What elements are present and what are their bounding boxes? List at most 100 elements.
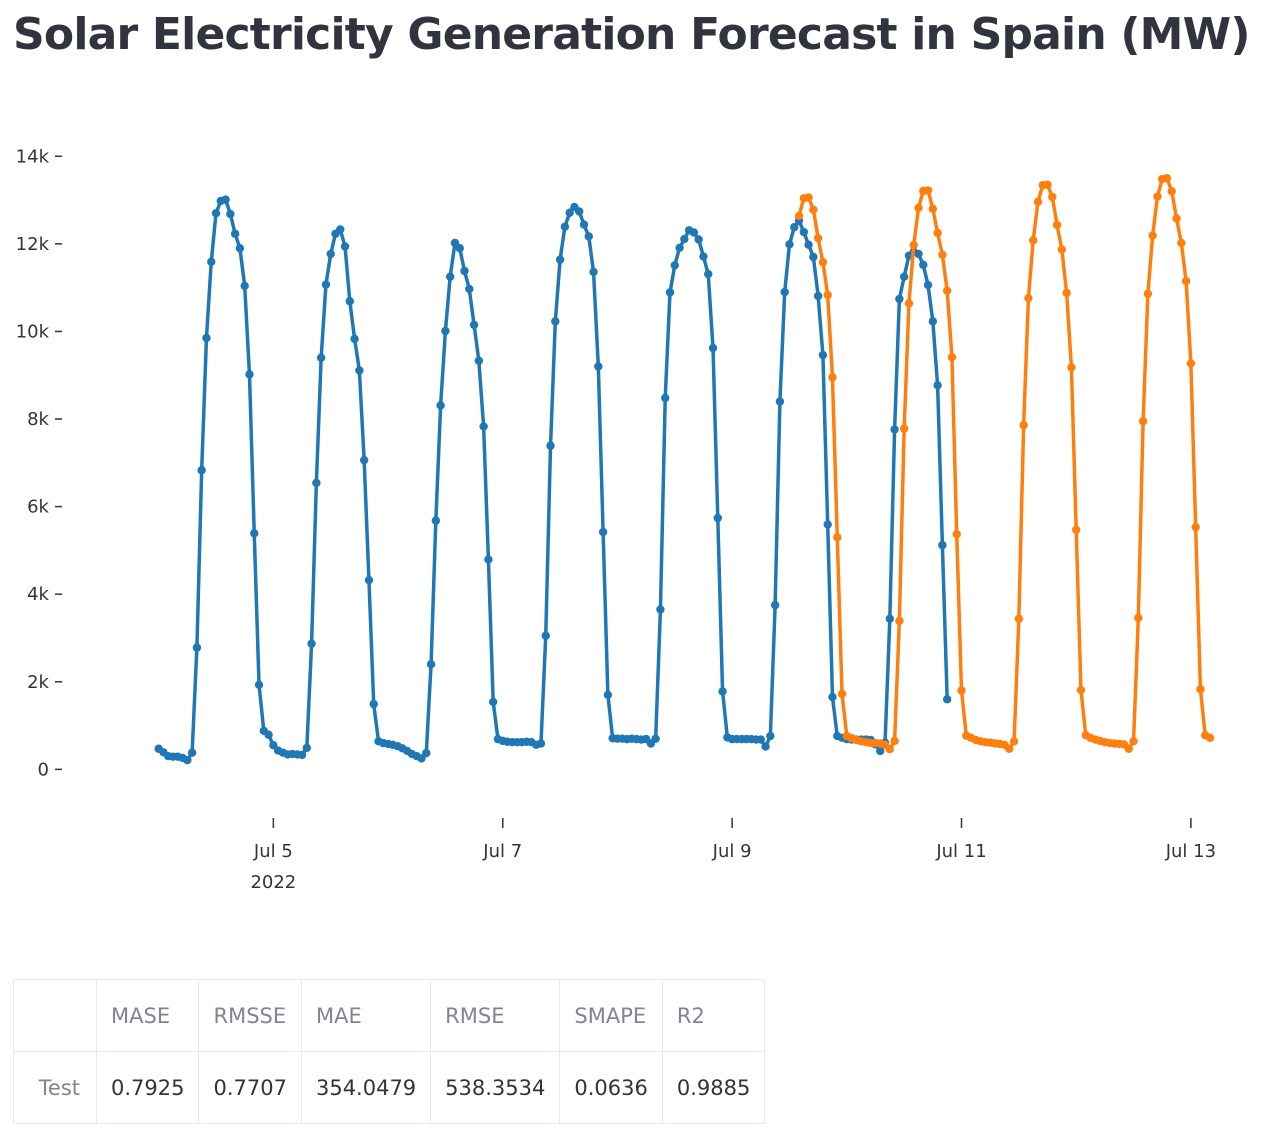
series-2-point[interactable] (890, 736, 899, 746)
series-1-point[interactable] (790, 223, 799, 232)
series-1-point[interactable] (307, 639, 316, 648)
series-2-point[interactable] (1205, 733, 1215, 743)
series-1-point[interactable] (895, 294, 904, 304)
series-2-point[interactable] (947, 353, 957, 362)
series-2-point[interactable] (1071, 525, 1081, 535)
series-2-point[interactable] (909, 240, 918, 250)
series-2-point[interactable] (1129, 737, 1138, 746)
series-1-point[interactable] (876, 746, 885, 756)
series-1-point[interactable] (565, 208, 574, 217)
series-2-point[interactable] (923, 186, 933, 195)
series-1-point[interactable] (245, 370, 254, 379)
series-1-point[interactable] (546, 441, 555, 450)
series-2-point[interactable] (942, 286, 952, 295)
series-1-point[interactable] (933, 381, 942, 390)
series-1-point[interactable] (345, 297, 355, 306)
series-1-point[interactable] (923, 280, 933, 290)
series-1-point[interactable] (460, 266, 469, 276)
series-1-point[interactable] (689, 228, 699, 237)
series-1-point[interactable] (350, 334, 359, 344)
series-1-point[interactable] (919, 260, 928, 270)
series-1-point[interactable] (455, 244, 464, 253)
series-2-point[interactable] (823, 290, 832, 300)
series-2-point[interactable] (837, 689, 847, 699)
series-2-point[interactable] (818, 258, 828, 267)
series-1-point[interactable] (235, 244, 245, 253)
series-1-point[interactable] (221, 195, 230, 204)
series-1-point[interactable] (240, 281, 249, 291)
series-1-point[interactable] (250, 529, 259, 538)
series-1-point[interactable] (555, 255, 565, 264)
series-1-point[interactable] (422, 748, 431, 758)
series-2[interactable] (794, 173, 1215, 754)
series-2-point[interactable] (1009, 737, 1019, 746)
series-1-point[interactable] (661, 393, 670, 403)
series-1-point[interactable] (890, 425, 899, 434)
series-2-point[interactable] (895, 616, 904, 626)
series-2-point[interactable] (957, 686, 966, 695)
series-1-point[interactable] (312, 478, 321, 488)
series-1-point[interactable] (828, 692, 837, 702)
series-1-point[interactable] (704, 269, 713, 279)
series-2-point[interactable] (1062, 288, 1071, 298)
series-1-point[interactable] (818, 350, 828, 360)
series-1-point[interactable] (441, 326, 450, 336)
series-2-point[interactable] (904, 299, 914, 308)
series-1-point[interactable] (551, 317, 560, 326)
series-1-point[interactable] (230, 229, 240, 238)
series-1-point[interactable] (775, 397, 785, 406)
series-1-point[interactable] (575, 207, 584, 216)
series-1-point[interactable] (899, 272, 909, 281)
series-2-point[interactable] (794, 211, 804, 221)
series-1-point[interactable] (799, 227, 809, 237)
series-2-point[interactable] (809, 205, 818, 214)
series-1-point[interactable] (297, 750, 307, 760)
column-header[interactable]: RMSE (430, 979, 561, 1052)
series-2-point[interactable] (1014, 614, 1024, 623)
series-1-point[interactable] (656, 605, 665, 614)
series-1-point[interactable] (694, 235, 703, 244)
series-1-point[interactable] (780, 287, 789, 297)
series-2-point[interactable] (1028, 236, 1038, 245)
series-1-point[interactable] (436, 401, 445, 410)
series-1-point[interactable] (187, 748, 197, 757)
series-1-point[interactable] (708, 343, 718, 353)
series-1-point[interactable] (560, 222, 570, 231)
series-1-point[interactable] (359, 455, 369, 465)
series-2-point[interactable] (1024, 293, 1033, 303)
series-1-point[interactable] (584, 232, 593, 241)
series-1-point[interactable] (197, 466, 206, 475)
series-1-point[interactable] (942, 695, 952, 704)
series-2-point[interactable] (1153, 192, 1162, 201)
series-1-point[interactable] (785, 240, 794, 249)
series-2-point[interactable] (1124, 744, 1133, 753)
series-1-point[interactable] (484, 555, 493, 564)
series-2-point[interactable] (914, 203, 923, 213)
series-2-point[interactable] (1067, 363, 1076, 372)
series-2-point[interactable] (833, 533, 842, 542)
series-1-point[interactable] (321, 280, 331, 289)
series-1-point[interactable] (675, 243, 684, 252)
series-1-point[interactable] (594, 362, 603, 371)
series-1-point[interactable] (479, 422, 488, 431)
series-1-point[interactable] (823, 520, 832, 529)
series-2-point[interactable] (1162, 173, 1172, 183)
series-1-point[interactable] (809, 252, 818, 262)
series-1[interactable] (154, 195, 952, 765)
series-1-point[interactable] (699, 252, 708, 261)
series-1-line[interactable] (157, 197, 949, 762)
series-2-point[interactable] (1052, 220, 1062, 230)
series-2-line[interactable] (797, 176, 1211, 751)
series-2-point[interactable] (1148, 231, 1157, 240)
series-1-point[interactable] (813, 291, 823, 301)
plot-area[interactable] (154, 173, 1215, 765)
series-1-point[interactable] (340, 242, 350, 251)
series-1-point[interactable] (302, 743, 312, 753)
series-1-point[interactable] (336, 225, 345, 234)
series-1-point[interactable] (914, 249, 923, 259)
series-2-point[interactable] (1048, 192, 1057, 202)
column-header[interactable]: MAE (300, 979, 432, 1052)
series-1-point[interactable] (326, 249, 335, 259)
series-1-point[interactable] (431, 516, 441, 525)
series-1-point[interactable] (670, 261, 679, 270)
